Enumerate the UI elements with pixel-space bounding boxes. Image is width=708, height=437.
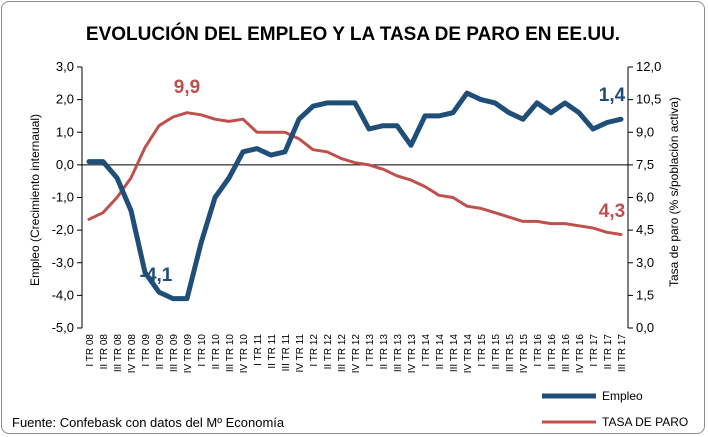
x-tick-label: IV TR 12 [351, 334, 362, 374]
annotation-paro-last: 4,3 [599, 201, 625, 222]
x-tick-label: II TR 16 [547, 334, 558, 370]
series-line-tasa-de-paro [87, 111, 623, 236]
y-right-tick-label: 9,0 [636, 124, 654, 139]
x-tick-label: I TR 17 [589, 334, 600, 367]
annotation-empleo-trough: -4,1 [140, 265, 173, 286]
y-left-tick-label: -4,0 [52, 287, 74, 302]
y-left-ticks: 3,0 2,0 1,0 0,0 -1,0 -2,0 -3,0 -4,0 -5,0 [52, 59, 82, 335]
x-tick-label: II TR 15 [491, 334, 502, 370]
x-tick-label: II TR 13 [379, 334, 390, 370]
x-tick-label: II TR 08 [99, 334, 110, 370]
x-tick-label: III TR 10 [225, 334, 236, 373]
x-tick-label: III TR 13 [393, 334, 404, 373]
x-tick-label: IV TR 13 [407, 334, 418, 374]
x-tick-label: III TR 08 [113, 334, 124, 373]
y-left-tick-label: 1,0 [56, 124, 74, 139]
y-left-tick-label: 0,0 [56, 157, 74, 172]
x-tick-label: I TR 10 [197, 334, 208, 367]
x-tick-label: IV TR 08 [127, 334, 138, 374]
x-tick-label: III TR 09 [169, 334, 180, 373]
y-right-tick-label: 3,0 [636, 255, 654, 270]
series-line-empleo [86, 90, 624, 302]
y-left-tick-label: 2,0 [56, 92, 74, 107]
x-tick-label: III TR 16 [561, 334, 572, 373]
x-tick-label: I TR 08 [85, 334, 96, 367]
x-tick-label: I TR 09 [141, 334, 152, 367]
x-tick-label: II TR 12 [323, 334, 334, 370]
chart-title: EVOLUCIÓN DEL EMPLEO Y LA TASA DE PARO E… [86, 23, 620, 45]
x-tick-label: II TR 14 [435, 334, 446, 370]
x-tick-label: III TR 14 [449, 334, 460, 373]
x-tick-label: I TR 13 [365, 334, 376, 367]
y-right-tick-label: 0,0 [636, 320, 654, 335]
x-tick-label: II TR 11 [267, 334, 278, 369]
x-tick-label: IV TR 11 [295, 334, 306, 373]
y-left-tick-label: 3,0 [56, 59, 74, 74]
y-left-tick-label: -2,0 [52, 222, 74, 237]
x-tick-label: III TR 17 [617, 334, 628, 373]
legend-label-empleo: Empleo [602, 389, 643, 403]
annotation-empleo-last: 1,4 [599, 85, 626, 106]
x-tick-label: I TR 12 [309, 334, 320, 367]
x-tick-label: IV TR 15 [519, 334, 530, 374]
y-right-tick-label: 12,0 [636, 59, 661, 74]
y-right-tick-label: 7,5 [636, 157, 654, 172]
x-tick-label: III TR 12 [337, 334, 348, 373]
x-tick-label: IV TR 14 [463, 334, 474, 374]
x-tick-label: I TR 11 [253, 334, 264, 366]
legend-label-paro: TASA DE PARO [602, 415, 688, 429]
x-tick-label: II TR 17 [603, 334, 614, 370]
y-right-tick-label: 1,5 [636, 287, 654, 302]
y-left-tick-label: -3,0 [52, 255, 74, 270]
x-tick-label: IV TR 10 [239, 334, 250, 374]
x-tick-label: II TR 09 [155, 334, 166, 370]
x-tick-label: IV TR 09 [183, 334, 194, 374]
y-right-ticks: 12,0 10,5 9,0 7,5 6,0 4,5 3,0 1,5 0,0 [628, 59, 661, 335]
x-tick-label: I TR 14 [421, 334, 432, 367]
x-tick-label: II TR 10 [211, 334, 222, 370]
x-tick-label: IV TR 16 [575, 334, 586, 374]
x-ticks: I TR 08 II TR 08 III TR 08 IV TR 08 I TR 09 I… [85, 334, 628, 374]
x-tick-label: I TR 16 [533, 334, 544, 367]
y-right-tick-label: 6,0 [636, 190, 654, 205]
y-right-tick-label: 4,5 [636, 222, 654, 237]
x-tick-label: III TR 11 [281, 334, 292, 372]
y-left-tick-label: -5,0 [52, 320, 74, 335]
x-tick-label: III TR 15 [505, 334, 516, 373]
y-right-tick-label: 10,5 [636, 92, 661, 107]
source-note: Fuente: Confebask con datos del Mº Econo… [12, 415, 285, 430]
x-tick-label: I TR 15 [477, 334, 488, 367]
y-right-label: Tasa de paro (% s/población activa) [667, 97, 681, 287]
y-left-label: Empleo (Crecimiento internaual) [28, 114, 42, 286]
y-left-tick-label: -1,0 [52, 190, 74, 205]
annotation-paro-peak: 9,9 [174, 77, 200, 98]
